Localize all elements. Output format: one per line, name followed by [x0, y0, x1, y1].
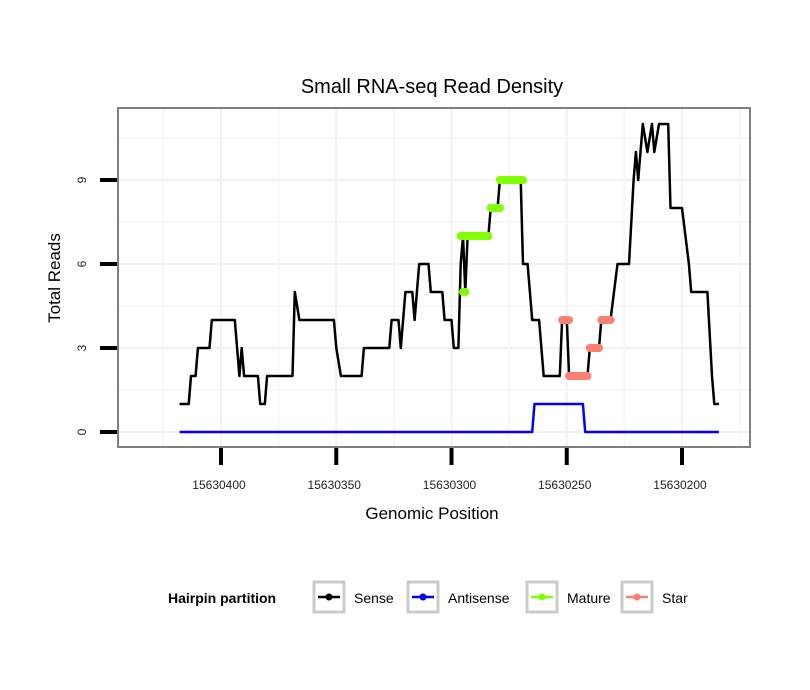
legend-key-point [633, 593, 641, 601]
legend-label: Star [662, 590, 688, 606]
plot-border [117, 107, 751, 448]
legend-title: Hairpin partition [168, 590, 276, 606]
y-tick-label: 0 [75, 428, 89, 435]
y-tick-label: 3 [75, 344, 89, 351]
legend-label: Antisense [448, 590, 510, 606]
x-tick-label: 15630400 [192, 478, 246, 492]
legend-key-point [538, 593, 546, 601]
grid [118, 108, 750, 447]
x-tick-label: 15630250 [538, 478, 592, 492]
legend-item-sense: Sense [312, 580, 394, 614]
legend-item-antisense: Antisense [406, 580, 510, 614]
series-antisense-line [179, 402, 719, 434]
x-axis: 15630400 15630350 15630300 15630250 15630200 [192, 448, 707, 492]
legend-item-mature: Mature [525, 580, 611, 614]
y-axis: 0 3 6 9 [75, 176, 117, 435]
legend-label: Sense [354, 590, 394, 606]
chart-title: Small RNA-seq Read Density [301, 76, 563, 98]
legend-item-star: Star [620, 580, 688, 614]
legend-key-point [325, 593, 333, 601]
legend-key-point [419, 593, 427, 601]
y-tick-label: 9 [75, 176, 89, 183]
x-tick-label: 15630350 [308, 478, 362, 492]
y-tick-label: 6 [75, 260, 89, 267]
legend-label: Mature [567, 590, 611, 606]
x-tick-label: 15630300 [423, 478, 477, 492]
series-layer [179, 122, 719, 434]
y-axis-title: Total Reads [45, 233, 64, 323]
x-tick-label: 15630200 [653, 478, 707, 492]
legend: Hairpin partition Sense Antisense Mature St… [168, 580, 688, 614]
x-axis-title: Genomic Position [365, 504, 498, 523]
plot-panel [118, 108, 750, 447]
